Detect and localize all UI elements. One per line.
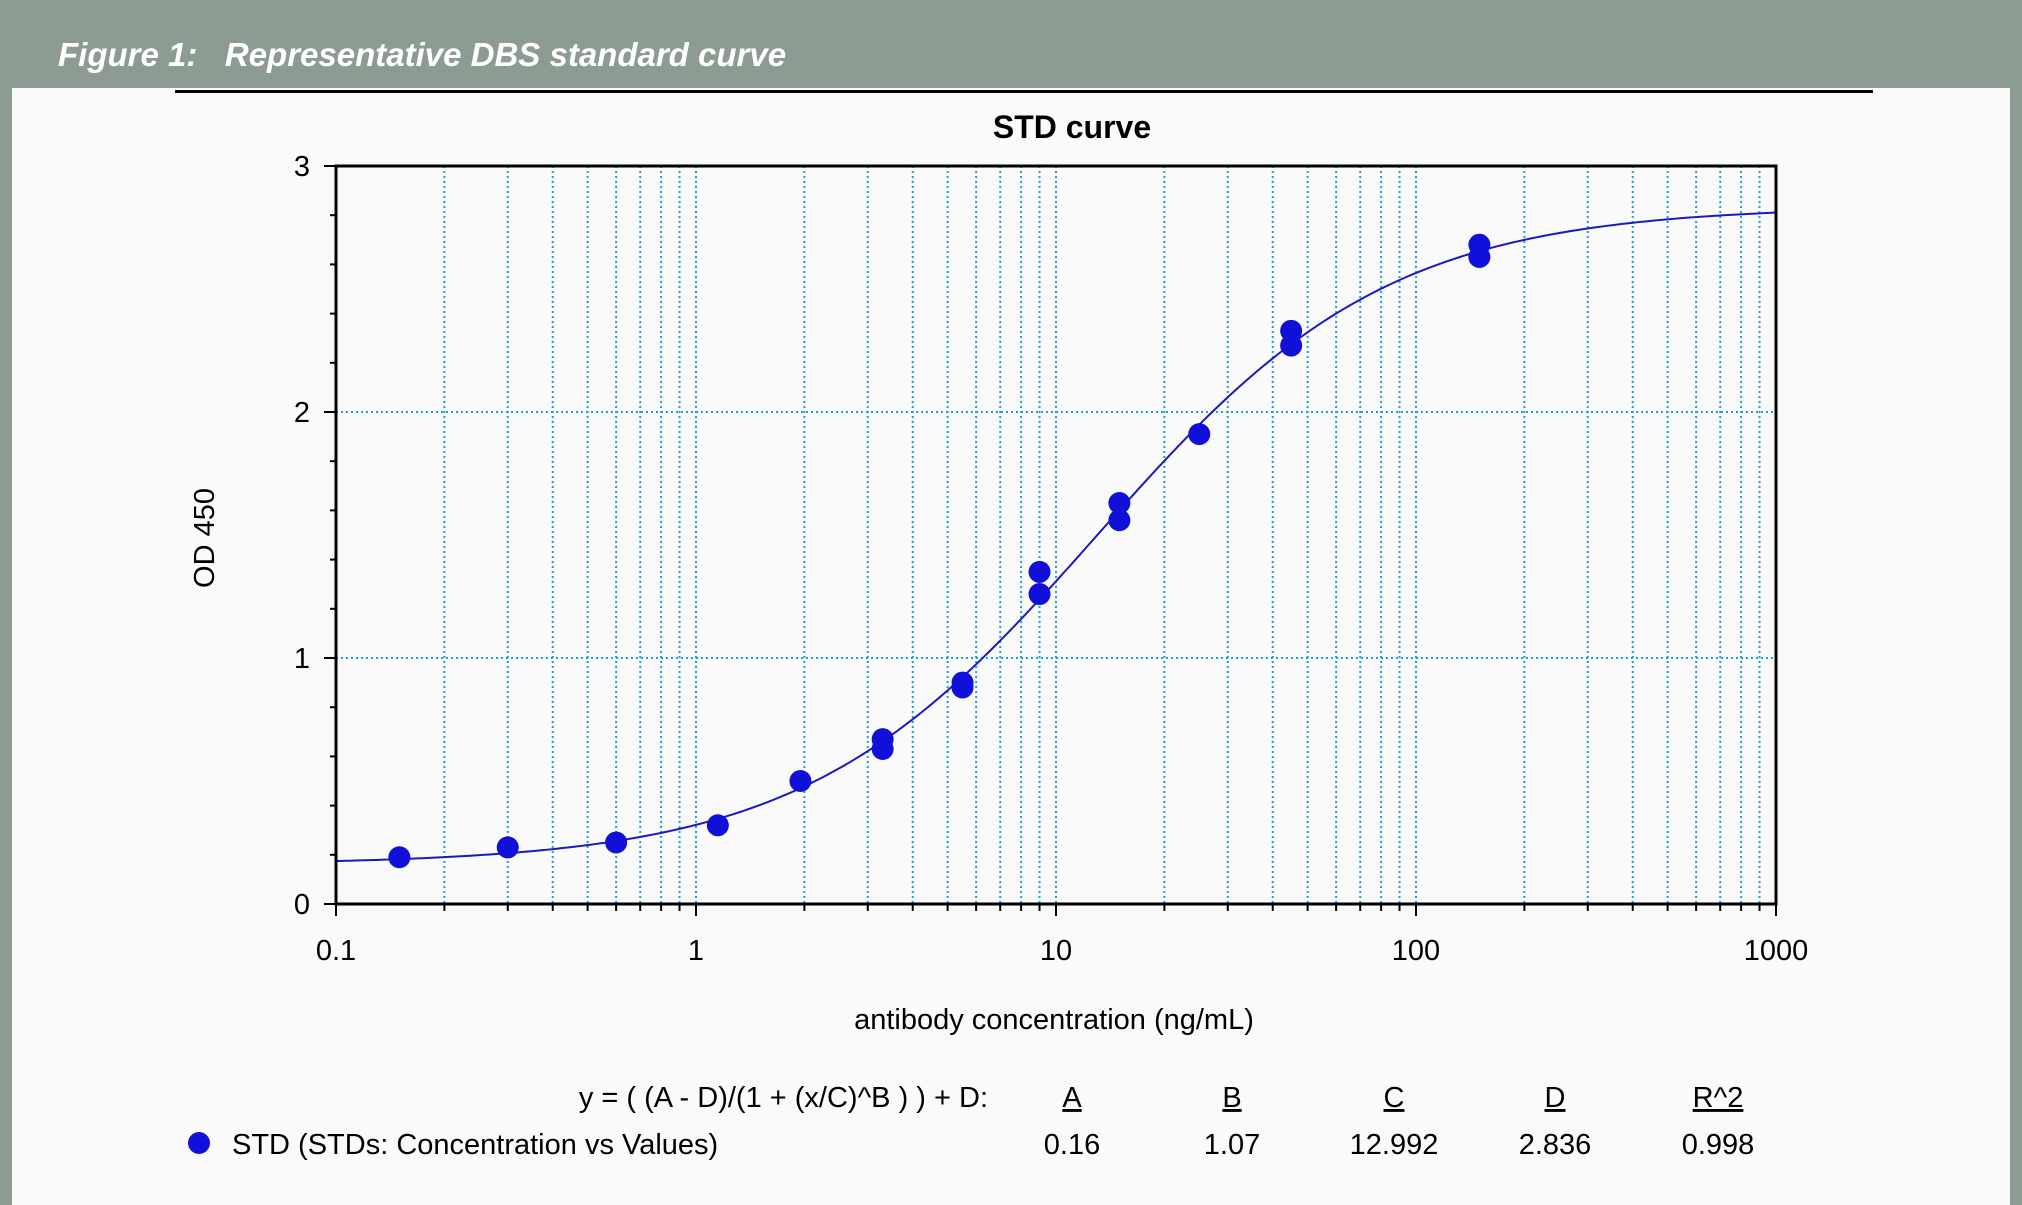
- x-tick-label: 10: [1040, 935, 1072, 967]
- fit-param-value: 12.992: [1350, 1129, 1439, 1161]
- axis-ticks: [324, 165, 1777, 916]
- chart-title: STD curve: [993, 109, 1151, 145]
- data-point: [706, 814, 729, 837]
- y-tick-label: 2: [294, 397, 310, 429]
- tick-labels: 0.1 1 10 100 1000 0 1 2 3: [294, 151, 1808, 967]
- fit-param-value: 2.836: [1519, 1129, 1592, 1161]
- data-point: [388, 846, 411, 869]
- x-axis-label: antibody concentration (ng/mL): [854, 1004, 1254, 1036]
- data-point: [951, 671, 974, 694]
- y-tick-label: 0: [294, 889, 310, 921]
- y-tick-label: 3: [294, 151, 310, 183]
- y-axis-label: OD 450: [189, 488, 221, 588]
- fit-param-value: 0.16: [1044, 1129, 1100, 1161]
- data-point: [871, 728, 894, 751]
- caption-rule: [175, 90, 1873, 93]
- fit-param-name: B: [1222, 1082, 1241, 1114]
- data-point: [789, 770, 812, 792]
- fit-equation: y = ( (A - D)/(1 + (x/C)^B ) ) + D:: [579, 1082, 988, 1114]
- fit-param-value: 1.07: [1204, 1129, 1260, 1161]
- grid-lines: [336, 166, 1776, 904]
- fit-param-name: C: [1384, 1082, 1405, 1114]
- data-point: [1280, 319, 1303, 342]
- y-tick-label: 1: [294, 643, 310, 675]
- fit-parameters: A 0.16 B 1.07 C 12.992 D 2.836 R^2 0.998: [1044, 1082, 1755, 1161]
- x-tick-label: 0.1: [316, 935, 356, 967]
- legend-marker: [188, 1132, 210, 1154]
- fit-param-name: R^2: [1693, 1082, 1744, 1114]
- data-point: [1028, 583, 1051, 606]
- fit-curve: [335, 211, 1777, 863]
- x-tick-label: 1000: [1744, 935, 1809, 967]
- figure-caption: Figure 1: Representative DBS standard cu…: [58, 36, 787, 73]
- data-point: [1108, 492, 1131, 515]
- fit-param-name: A: [1062, 1082, 1082, 1114]
- fit-param-name: D: [1545, 1082, 1566, 1114]
- legend-series-label: STD (STDs: Concentration vs Values): [232, 1129, 718, 1161]
- data-point: [1468, 233, 1491, 256]
- data-point: [1188, 423, 1211, 446]
- figure-panel: [12, 88, 2010, 1205]
- x-tick-label: 100: [1392, 935, 1440, 967]
- data-point: [1028, 560, 1051, 583]
- fit-param-value: 0.998: [1682, 1129, 1755, 1161]
- data-point: [1108, 509, 1131, 532]
- data-point: [496, 836, 519, 859]
- data-point: [605, 831, 628, 854]
- x-tick-label: 1: [688, 935, 704, 967]
- data-points: [388, 233, 1491, 869]
